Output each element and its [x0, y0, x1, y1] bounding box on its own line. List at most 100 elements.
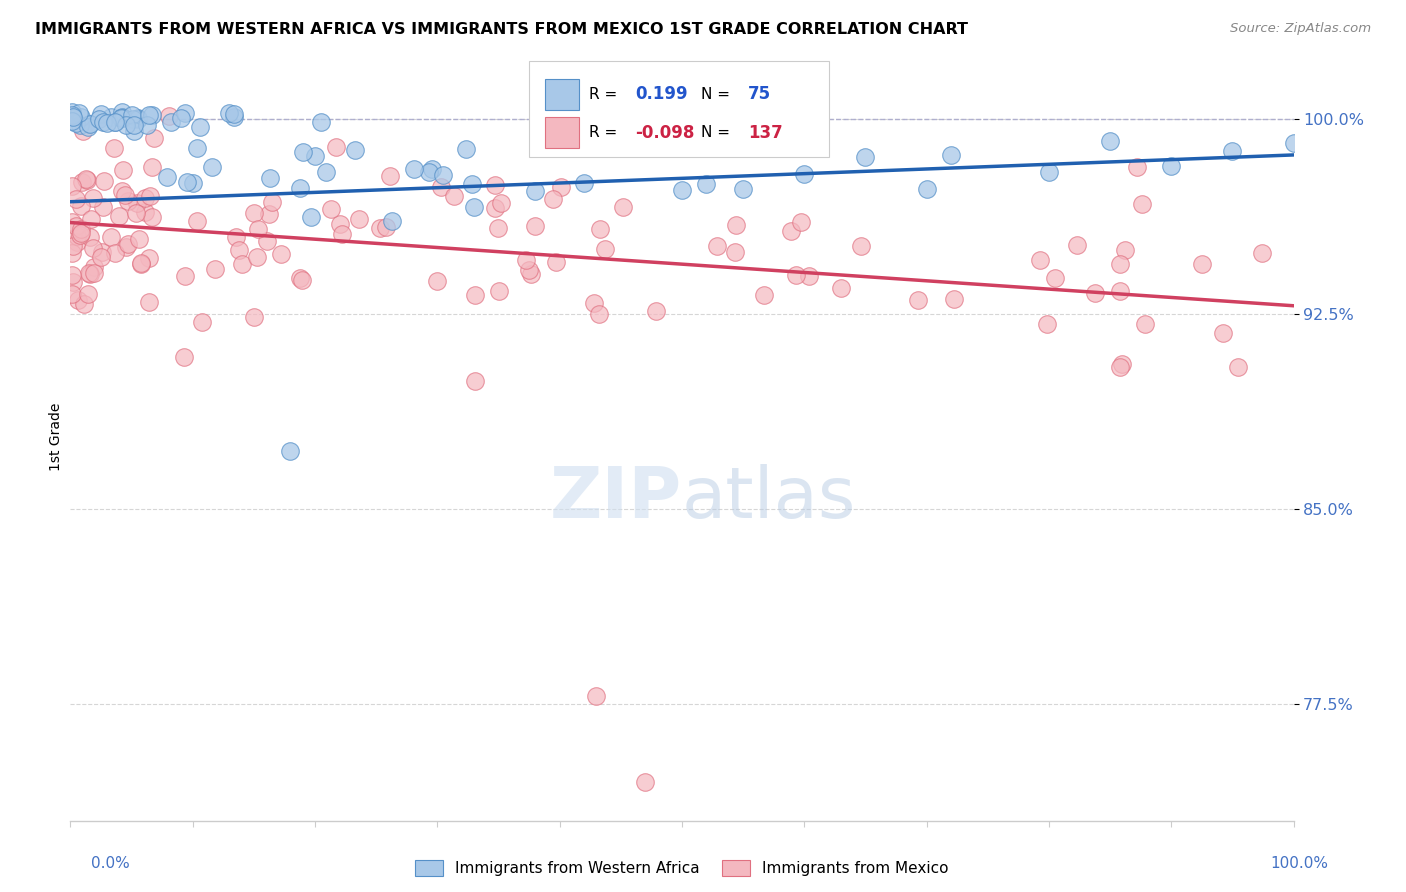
Point	[695, 177, 717, 191]
Point	[72, 175, 94, 189]
Point	[849, 239, 872, 253]
Point	[432, 168, 454, 182]
Point	[79, 229, 101, 244]
Point	[62, 111, 84, 125]
Text: 0.199: 0.199	[636, 85, 688, 103]
Point	[91, 245, 114, 260]
Point	[60, 108, 83, 122]
Point	[66, 228, 89, 243]
Point	[583, 296, 606, 310]
Point	[780, 224, 803, 238]
Point	[247, 222, 270, 236]
Point	[288, 270, 311, 285]
Point	[259, 171, 281, 186]
Point	[225, 230, 247, 244]
Point	[83, 267, 105, 281]
Point	[550, 180, 572, 194]
Point	[461, 178, 484, 192]
Y-axis label: 1st Grade: 1st Grade	[49, 403, 63, 471]
Point	[1212, 326, 1234, 341]
Point	[489, 196, 512, 211]
Point	[79, 116, 101, 130]
Point	[347, 211, 370, 226]
Point	[100, 110, 122, 124]
Point	[942, 292, 965, 306]
Point	[186, 141, 208, 155]
Point	[160, 115, 183, 129]
Text: IMMIGRANTS FROM WESTERN AFRICA VS IMMIGRANTS FROM MEXICO 1ST GRADE CORRELATION C: IMMIGRANTS FROM WESTERN AFRICA VS IMMIGR…	[35, 22, 969, 37]
Point	[426, 274, 449, 288]
Point	[723, 244, 745, 259]
Point	[344, 143, 367, 157]
Point	[1250, 246, 1272, 260]
Point	[79, 268, 101, 282]
Point	[173, 106, 195, 120]
Point	[66, 235, 89, 249]
Point	[128, 232, 150, 246]
Point	[523, 219, 546, 233]
Point	[488, 284, 510, 298]
Text: R =: R =	[589, 125, 617, 140]
Point	[173, 269, 195, 284]
Point	[1038, 165, 1060, 179]
Point	[330, 227, 353, 241]
Point	[69, 106, 91, 120]
Point	[104, 246, 127, 260]
Point	[855, 150, 877, 164]
Point	[793, 167, 815, 181]
Point	[368, 221, 391, 235]
Point	[80, 211, 103, 226]
Point	[222, 110, 245, 124]
Point	[381, 214, 404, 228]
Point	[110, 112, 132, 126]
Point	[1111, 357, 1133, 371]
Point	[114, 240, 136, 254]
Point	[82, 241, 104, 255]
Point	[93, 174, 115, 188]
Point	[121, 108, 143, 122]
Point	[114, 187, 136, 202]
Point	[127, 195, 149, 210]
Point	[799, 268, 821, 283]
Point	[188, 120, 211, 134]
Text: atlas: atlas	[682, 464, 856, 533]
Point	[72, 124, 94, 138]
Point	[190, 315, 212, 329]
Point	[122, 112, 145, 126]
Point	[129, 257, 152, 271]
Point	[60, 104, 83, 119]
Point	[69, 228, 91, 243]
Point	[1084, 286, 1107, 301]
Text: N =: N =	[702, 125, 731, 140]
Point	[418, 165, 440, 179]
Point	[515, 253, 537, 268]
Point	[519, 267, 541, 281]
Point	[186, 213, 208, 227]
Point	[724, 218, 747, 232]
Point	[1114, 243, 1136, 257]
Point	[141, 160, 163, 174]
Bar	[546, 78, 579, 110]
Point	[420, 161, 443, 176]
Text: R =: R =	[589, 87, 617, 102]
Point	[65, 192, 87, 206]
Point	[135, 119, 157, 133]
Point	[752, 288, 775, 302]
Point	[201, 160, 224, 174]
Point	[70, 222, 93, 236]
Point	[644, 304, 666, 318]
Point	[246, 250, 269, 264]
Point	[69, 119, 91, 133]
Point	[93, 115, 115, 129]
Point	[60, 178, 83, 193]
Point	[443, 189, 465, 203]
Point	[62, 239, 84, 253]
Point	[1099, 135, 1122, 149]
Point	[60, 245, 83, 260]
Point	[65, 116, 87, 130]
Point	[1220, 145, 1243, 159]
Point	[67, 293, 90, 308]
Point	[181, 176, 204, 190]
Point	[134, 205, 156, 219]
Point	[270, 247, 292, 261]
